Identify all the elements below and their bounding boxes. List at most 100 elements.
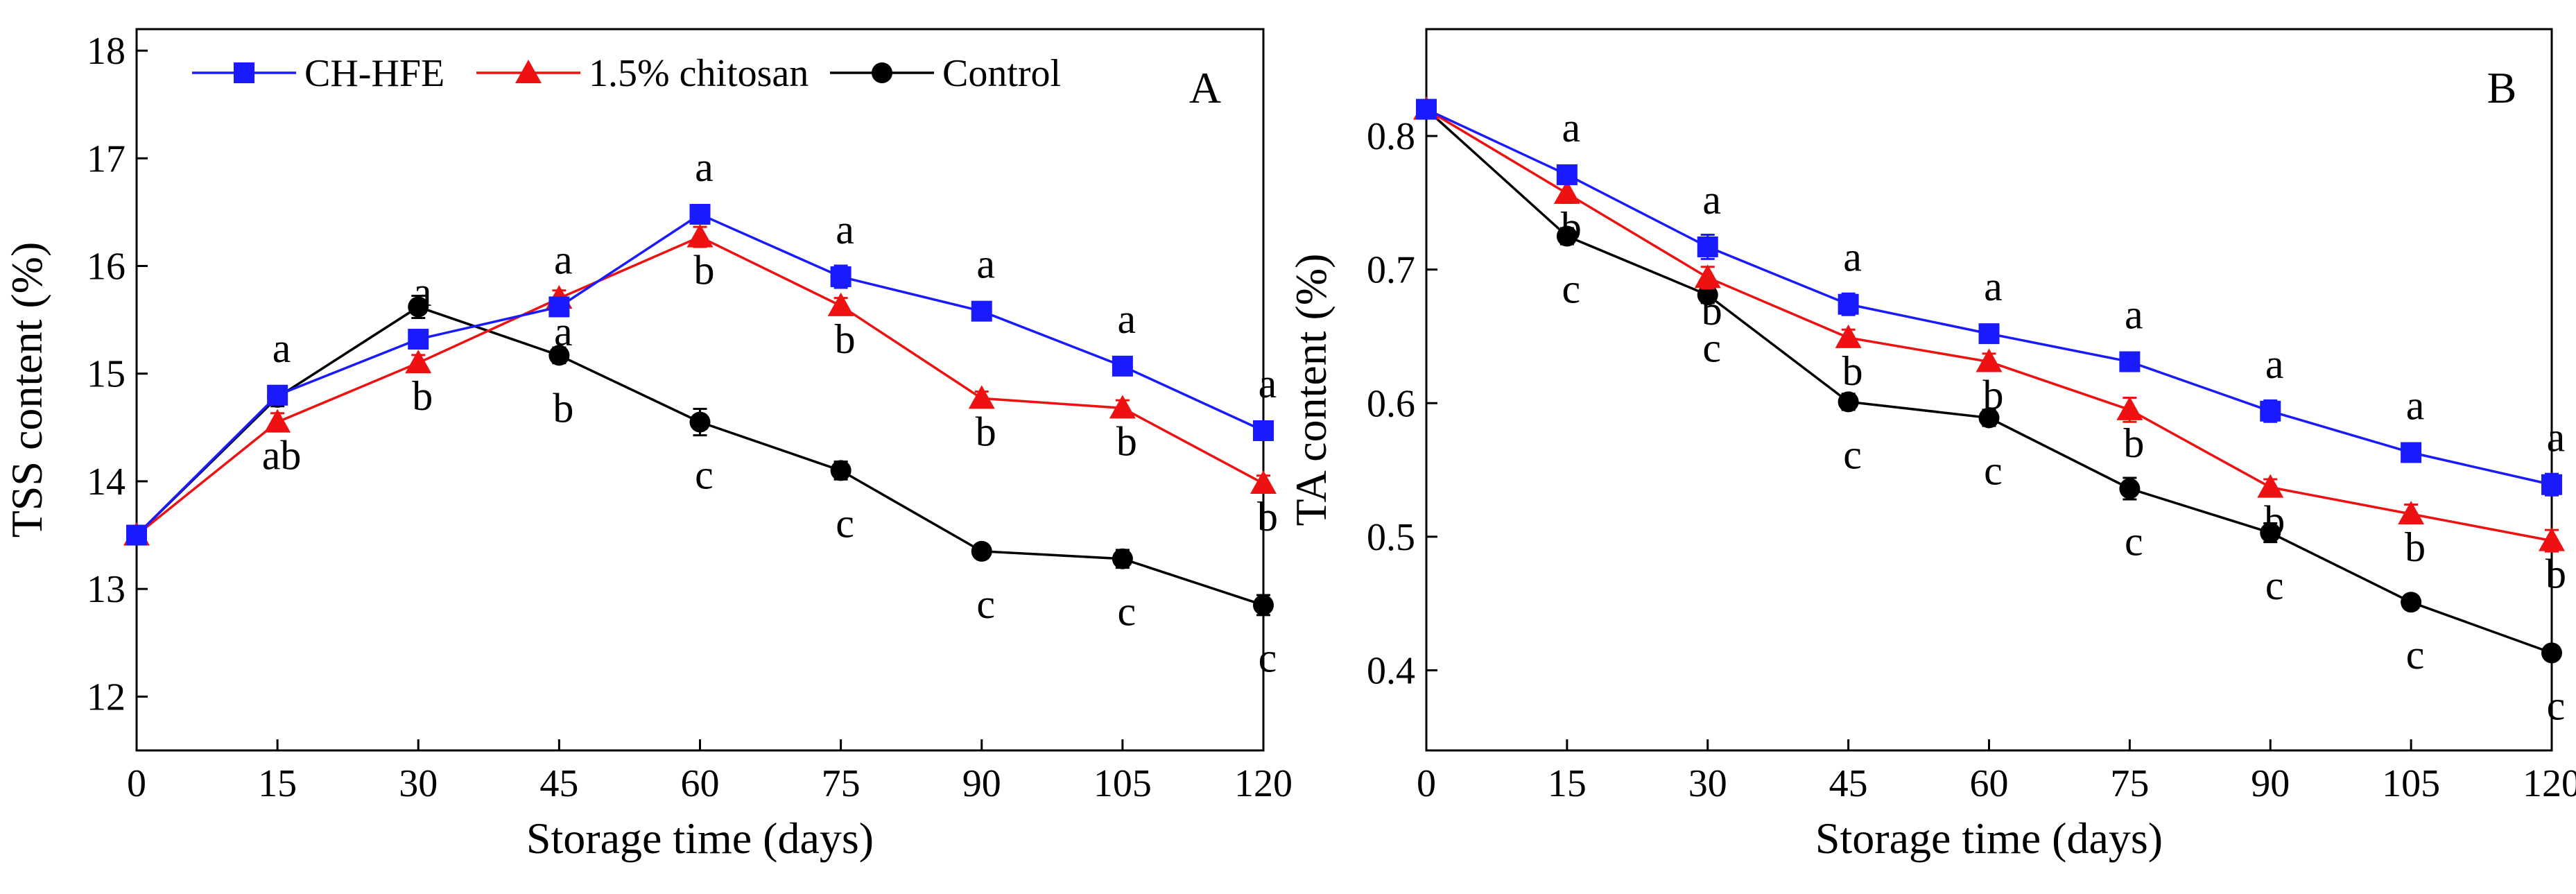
x-tick-label: 15 (258, 762, 297, 805)
y-tick-label: 0.5 (1367, 516, 1415, 559)
data-point (2541, 474, 2562, 495)
panel-label: B (2487, 63, 2517, 112)
significance-letter: b (976, 409, 996, 454)
x-tick-label: 90 (2251, 762, 2290, 805)
significance-letter: a (273, 325, 291, 371)
significance-letter: b (1983, 372, 2004, 418)
significance-letter: c (1843, 431, 1862, 477)
x-tick-label: 90 (962, 762, 1001, 805)
data-point (830, 266, 852, 288)
significance-letter: a (554, 309, 573, 354)
data-point (2539, 527, 2565, 551)
significance-letter: a (695, 144, 714, 190)
data-point (686, 223, 714, 248)
data-point (2541, 642, 2562, 664)
significance-letter: a (2125, 292, 2143, 338)
significance-letter: b (1561, 204, 1582, 250)
significance-letter: b (2123, 420, 2144, 466)
significance-letter: c (836, 500, 854, 546)
significance-letter: b (553, 385, 573, 431)
x-tick-label: 30 (1688, 762, 1727, 805)
significance-letter: c (1118, 589, 1136, 635)
data-point (827, 292, 854, 316)
data-point (1556, 164, 1577, 185)
x-axis-label: Storage time (days) (1815, 814, 2163, 863)
x-tick-label: 0 (1417, 762, 1436, 805)
data-point (1109, 395, 1136, 419)
significance-letter: a (2265, 341, 2284, 387)
data-point (1253, 420, 1274, 441)
data-point (1112, 355, 1133, 377)
data-point (689, 411, 711, 433)
significance-letter: a (836, 207, 854, 252)
y-tick-label: 14 (87, 461, 126, 504)
data-point (1250, 470, 1277, 495)
significance-letter: c (2265, 562, 2284, 608)
significance-letter: c (976, 581, 995, 627)
significance-letter: a (1843, 234, 1862, 280)
x-tick-label: 60 (681, 762, 720, 805)
data-point (126, 524, 147, 546)
data-point (1253, 594, 1274, 616)
data-point (405, 350, 432, 374)
data-point (1978, 323, 2000, 345)
series-ch-hfe (126, 203, 1274, 546)
data-point (1838, 293, 1859, 315)
circle-icon (872, 62, 892, 83)
x-tick-label: 75 (822, 762, 861, 805)
data-point (1694, 264, 1721, 289)
significance-letter: a (1118, 296, 1136, 342)
significance-letter: c (1259, 635, 1277, 680)
data-point (2119, 351, 2141, 372)
significance-letter: c (1984, 447, 2003, 493)
significance-letter: c (1562, 266, 1581, 312)
legend-label: Control (942, 52, 1061, 95)
x-tick-label: 60 (1970, 762, 2009, 805)
x-tick-label: 45 (539, 762, 578, 805)
data-point (548, 345, 570, 366)
significance-letter: a (1562, 105, 1581, 151)
significance-letter: a (554, 237, 573, 282)
panel-label: A (1189, 63, 1221, 112)
x-tick-label: 45 (1829, 762, 1868, 805)
significance-letter: b (2405, 524, 2426, 570)
data-point (971, 300, 992, 322)
data-point (968, 385, 995, 409)
data-point (408, 296, 429, 318)
significance-letter: b (412, 373, 433, 419)
significance-letter: a (1702, 177, 1721, 223)
significance-letter: c (2406, 632, 2425, 678)
data-point (1112, 548, 1133, 569)
y-tick-label: 18 (87, 30, 126, 73)
data-point (2260, 400, 2281, 422)
data-point (830, 460, 852, 481)
significance-letter: b (2545, 551, 2566, 597)
y-tick-label: 12 (87, 676, 126, 719)
data-point (1976, 348, 2003, 372)
significance-letter: a (1259, 361, 1277, 406)
y-axis-label: TSS content (%) (2, 242, 51, 538)
significance-letter: c (695, 452, 714, 498)
significance-letter: b (835, 316, 856, 362)
data-point (689, 203, 711, 225)
legend-label: 1.5% chitosan (589, 52, 809, 95)
y-tick-label: 0.8 (1367, 115, 1415, 158)
significance-letter: ab (262, 433, 302, 479)
significance-letter: b (2264, 498, 2285, 544)
y-tick-label: 0.6 (1367, 382, 1415, 425)
significance-letter: b (1116, 418, 1137, 464)
y-tick-label: 16 (87, 245, 126, 288)
y-tick-label: 13 (87, 568, 126, 611)
data-point (1697, 284, 1718, 306)
significance-letter: b (1702, 288, 1722, 334)
x-tick-label: 105 (1093, 762, 1152, 805)
x-tick-label: 15 (1548, 762, 1587, 805)
square-icon (234, 62, 254, 83)
x-tick-label: 120 (1234, 762, 1293, 805)
x-tick-label: 0 (127, 762, 146, 805)
significance-letter: c (2125, 519, 2143, 565)
plot-frame (135, 28, 1265, 752)
x-axis-label: Storage time (days) (526, 814, 874, 863)
data-point (1835, 324, 1862, 348)
